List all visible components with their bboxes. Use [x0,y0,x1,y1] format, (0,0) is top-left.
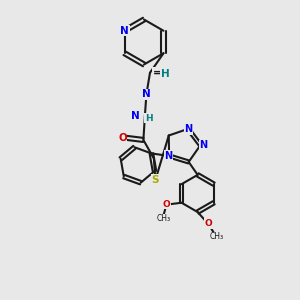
Text: N: N [184,124,193,134]
Text: N: N [164,151,172,161]
Text: H: H [161,69,170,79]
Text: CH₃: CH₃ [157,214,171,223]
Text: N: N [131,111,140,121]
Text: O: O [163,200,170,209]
Text: =C: =C [152,68,169,78]
Text: H: H [145,114,152,123]
Text: N: N [142,89,151,99]
Text: O: O [118,133,127,142]
Text: N: N [120,26,129,36]
Text: N: N [199,140,208,150]
Text: CH₃: CH₃ [209,232,224,242]
Text: S: S [152,175,159,185]
Text: O: O [204,219,212,228]
